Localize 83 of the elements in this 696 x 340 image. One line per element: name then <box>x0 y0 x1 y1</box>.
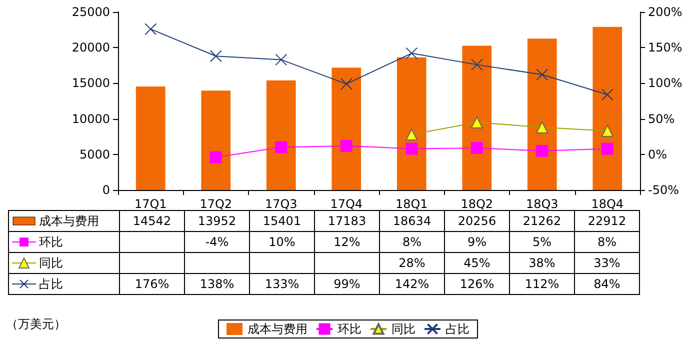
x-tick-label: 17Q3 <box>264 197 298 211</box>
data-label: 21262 <box>510 210 574 232</box>
data-label: 84% <box>574 274 640 294</box>
text: 同比 <box>39 256 63 270</box>
y-tick-label: 5000 <box>79 147 110 162</box>
point <box>210 151 222 164</box>
point <box>275 54 288 66</box>
data-label: 8% <box>380 232 444 252</box>
data-label: 14542 <box>120 210 184 232</box>
x-tick-label: 17Q1 <box>134 197 167 211</box>
x-tick-label: 18Q4 <box>591 197 624 211</box>
bar <box>136 86 166 190</box>
text: （万美元） <box>6 317 66 331</box>
point <box>536 144 548 157</box>
bar <box>266 80 296 190</box>
bar <box>462 46 492 190</box>
y2-tick-label: 200% <box>648 5 682 19</box>
point <box>340 78 352 90</box>
data-label: 17183 <box>314 210 380 232</box>
point <box>340 140 352 152</box>
data-label: 45% <box>444 252 510 274</box>
data-label: 12% <box>314 232 380 252</box>
legend-label: 成本与费用 <box>8 210 120 232</box>
data-label: 142% <box>380 274 444 294</box>
y2-tick-label: 0% <box>648 147 668 162</box>
x-tick-label: 17Q2 <box>200 197 232 211</box>
data-label: 99% <box>314 274 380 294</box>
y-tick-label: 20000 <box>72 40 110 55</box>
point <box>601 88 614 101</box>
point <box>210 50 222 62</box>
text: 环比 <box>39 234 63 248</box>
text: 占比 <box>446 322 470 336</box>
y2-tick-label: 150% <box>648 40 682 55</box>
point <box>144 23 157 36</box>
point <box>406 128 418 140</box>
legend-label: 占比 <box>8 274 120 294</box>
text: 成本与费用 <box>248 322 308 336</box>
bar <box>201 90 231 190</box>
point <box>406 47 418 60</box>
data-label: 126% <box>444 274 510 294</box>
x-tick-label: 18Q2 <box>460 197 494 211</box>
point <box>601 142 614 155</box>
bar <box>592 26 622 190</box>
point <box>470 142 483 154</box>
data-label: 5% <box>510 232 574 252</box>
data-label: 8% <box>574 232 640 252</box>
data-label: 33% <box>574 252 640 274</box>
data-label: 133% <box>250 274 314 294</box>
bar <box>396 57 426 190</box>
data-label: 13952 <box>184 210 250 232</box>
point <box>601 124 614 137</box>
data-label: 9% <box>444 232 510 252</box>
y-tick-label: 10000 <box>72 112 110 126</box>
point <box>470 58 483 71</box>
point <box>275 141 288 154</box>
point <box>406 142 418 155</box>
bar <box>527 38 557 190</box>
y-tick-label: 25000 <box>72 5 110 19</box>
data-label: 22912 <box>574 210 640 232</box>
point <box>536 121 548 134</box>
data-label: 20256 <box>444 210 510 232</box>
y-tick-label: 0 <box>102 183 110 197</box>
x-tick-label: 17Q4 <box>330 197 363 211</box>
data-label: 15401 <box>250 210 314 232</box>
point <box>536 68 548 81</box>
data-label: -4% <box>184 232 250 252</box>
y2-tick-label: -50% <box>648 183 680 197</box>
bar <box>332 68 362 190</box>
y-tick-label: 15000 <box>72 76 110 90</box>
legend-label: 同比 <box>392 322 416 336</box>
legend-label: 环比 <box>338 322 362 336</box>
data-label: 18634 <box>380 210 444 232</box>
data-label: 38% <box>510 252 574 274</box>
x-tick-label: 18Q3 <box>526 197 558 211</box>
point <box>470 116 483 128</box>
x-tick-label: 18Q1 <box>395 197 428 211</box>
data-label: 10% <box>250 232 314 252</box>
data-label: 176% <box>120 274 184 294</box>
data-label: 28% <box>380 252 444 274</box>
data-label: 112% <box>510 274 574 294</box>
data-label: 138% <box>184 274 250 294</box>
y2-tick-label: 100% <box>648 76 682 90</box>
y2-tick-label: 50% <box>648 112 675 126</box>
